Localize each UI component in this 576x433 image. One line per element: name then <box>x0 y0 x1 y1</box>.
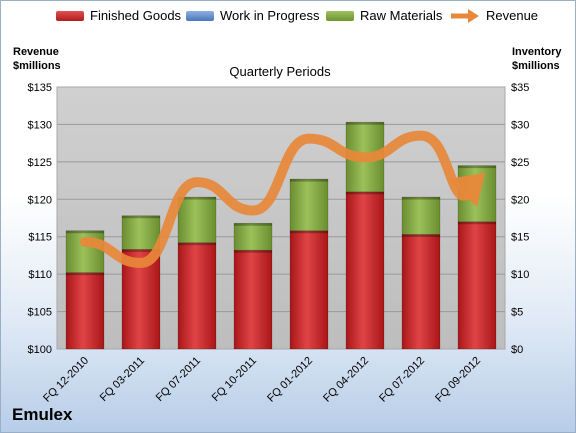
bar-top-edge <box>458 221 496 225</box>
right-tick-label: $10 <box>511 269 529 281</box>
bar-raw-materials <box>289 178 329 232</box>
left-tick-label: $105 <box>28 307 52 319</box>
bar-finished-goods <box>177 242 217 350</box>
bar-raw-materials <box>121 215 161 250</box>
brand-label: Emulex <box>12 405 73 424</box>
chart-subtitle: Quarterly Periods <box>229 64 331 79</box>
bar-finished-goods <box>233 249 273 350</box>
left-tick-label: $135 <box>28 82 52 94</box>
left-tick-label: $115 <box>28 232 52 244</box>
bar-top-edge <box>290 230 328 234</box>
bar-top-edge <box>66 272 104 276</box>
bar-top-edge <box>290 179 328 182</box>
bar-top-edge <box>458 165 496 169</box>
x-tick-label: FQ 01-2012 <box>265 355 315 405</box>
legend-swatch-raw-materials <box>326 10 354 21</box>
x-tick-label: FQ 07-2012 <box>377 355 427 405</box>
left-axis-title-line1: Revenue <box>13 46 59 58</box>
x-tick-label: FQ 07-2011 <box>154 355 203 404</box>
bar-top-edge <box>122 215 160 219</box>
right-tick-label: $15 <box>511 232 529 244</box>
legend-label-work-in-progress: Work in Progress <box>220 8 320 23</box>
x-tick-label: FQ 04-2012 <box>321 355 371 405</box>
x-tick-label: FQ 12-2010 <box>41 355 91 405</box>
bar-top-edge <box>402 197 440 200</box>
right-tick-label: $25 <box>511 157 529 169</box>
right-tick-label: $20 <box>511 194 529 206</box>
revenue-arrowhead <box>447 173 485 208</box>
bar-top-edge <box>234 250 272 253</box>
legend: Finished Goods Work in Progress Raw Mate… <box>0 8 576 28</box>
right-axis-title-line2: $millions <box>512 60 560 72</box>
left-tick-label: $100 <box>28 344 52 356</box>
bar-top-edge <box>402 234 440 237</box>
left-axis-title: Revenue $millions <box>13 45 61 73</box>
bar-raw-materials <box>177 196 217 244</box>
bar-top-edge <box>178 242 216 246</box>
legend-item-raw-materials: Raw Materials <box>326 8 442 23</box>
legend-item-work-in-progress: Work in Progress <box>186 8 319 23</box>
left-axis-title-line2: $millions <box>13 60 61 72</box>
legend-label-raw-materials: Raw Materials <box>360 8 443 23</box>
bar-top-edge <box>234 223 272 226</box>
right-tick-label: $30 <box>511 119 529 131</box>
bar-finished-goods <box>457 221 497 350</box>
x-tick-label: FQ 09-2012 <box>433 355 483 405</box>
right-tick-label: $0 <box>511 344 523 356</box>
bar-finished-goods <box>401 234 441 350</box>
left-tick-label: $125 <box>28 157 52 169</box>
left-tick-label: $130 <box>28 119 52 131</box>
bar-top-edge <box>66 230 104 234</box>
left-tick-label: $120 <box>28 194 52 206</box>
right-axis-title: Inventory $millions <box>512 45 562 73</box>
x-tick-label: FQ 03-2011 <box>98 355 147 404</box>
bar-top-edge <box>346 191 384 195</box>
legend-swatch-finished-goods <box>56 10 84 21</box>
left-tick-label: $110 <box>28 269 52 281</box>
legend-arrow-icon <box>451 8 479 23</box>
bar-finished-goods <box>289 230 329 350</box>
bar-top-edge <box>346 122 384 125</box>
right-tick-label: $5 <box>511 307 523 319</box>
bar-top-edge <box>178 197 216 200</box>
bar-finished-goods <box>345 191 385 350</box>
bar-raw-materials <box>401 196 441 235</box>
revenue-line <box>80 130 472 268</box>
legend-item-revenue: Revenue <box>450 8 538 23</box>
legend-label-revenue: Revenue <box>486 8 539 23</box>
legend-label-finished-goods: Finished Goods <box>90 8 182 23</box>
bar-top-edge <box>122 249 160 252</box>
legend-swatch-work-in-progress <box>186 10 214 21</box>
x-tick-label: FQ 10-2011 <box>210 355 259 404</box>
right-axis-title-line1: Inventory <box>512 46 562 58</box>
bar-raw-materials <box>233 222 273 251</box>
right-tick-label: $35 <box>511 82 529 94</box>
legend-item-finished-goods: Finished Goods <box>56 8 181 23</box>
bar-finished-goods <box>65 272 105 350</box>
